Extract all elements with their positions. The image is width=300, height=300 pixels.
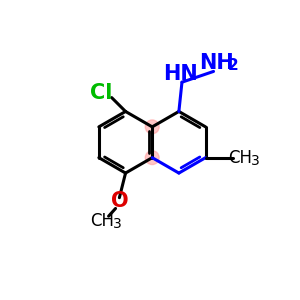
Text: HN: HN — [163, 64, 198, 84]
Text: 3: 3 — [113, 217, 122, 231]
Text: O: O — [111, 191, 128, 211]
Text: CH: CH — [228, 149, 252, 167]
Text: NH: NH — [199, 53, 234, 73]
Text: 3: 3 — [250, 154, 259, 168]
Text: Cl: Cl — [90, 83, 112, 103]
Text: CH: CH — [90, 212, 114, 230]
Text: 2: 2 — [228, 58, 239, 73]
Circle shape — [145, 120, 159, 134]
Circle shape — [145, 151, 159, 165]
